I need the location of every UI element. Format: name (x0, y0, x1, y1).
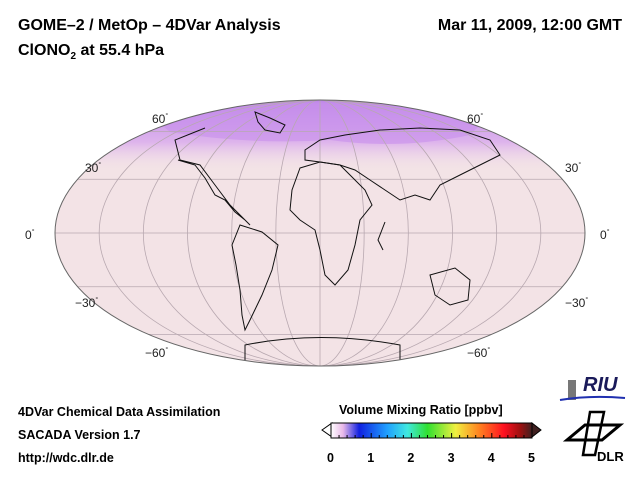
figure-title: GOME–2 / MetOp – 4DVar Analysis (18, 17, 281, 34)
latitude-label-right: 0° (600, 228, 610, 242)
graticule (55, 100, 585, 366)
colorbar-scale (330, 422, 533, 439)
degree-symbol: ° (31, 229, 35, 236)
latitude-label-right: −30° (565, 296, 588, 310)
latitude-value: −30 (565, 296, 586, 310)
degree-symbol: ° (165, 113, 169, 120)
latitude-value: 30 (85, 161, 99, 175)
degree-symbol: ° (165, 347, 169, 354)
latitude-label-left: −60° (145, 346, 168, 360)
colorbar-over-arrow (531, 421, 542, 439)
degree-symbol: ° (585, 297, 589, 304)
datetime: Mar 11, 2009, 12:00 GMT (437, 17, 622, 34)
colorbar-tick-label: 5 (528, 451, 535, 465)
colorbar-tick-label: 4 (487, 451, 495, 465)
colorbar-tick-label: 3 (447, 451, 455, 465)
latitude-value: −60 (145, 346, 166, 360)
degree-symbol: ° (578, 162, 582, 169)
dlr-logo-text: DLR (597, 449, 624, 464)
latitude-label-left: 0° (25, 228, 35, 242)
latitude-value: 0 (600, 228, 607, 242)
footer-version: SACADA Version 1.7 (18, 428, 141, 442)
pressure-level: at 55.4 hPa (76, 42, 165, 59)
colorbar-tick-label: 1 (367, 451, 375, 465)
map-border (54, 99, 586, 367)
footer-url[interactable]: http://wdc.dlr.de (18, 451, 114, 465)
colorbar-title: Volume Mixing Ratio [ppbv] (339, 403, 503, 417)
latitude-value: −60 (467, 346, 488, 360)
riu-logo (559, 380, 626, 401)
latitude-value: 0 (25, 228, 32, 242)
dlr-logo (562, 410, 625, 457)
latitude-value: 30 (565, 161, 579, 175)
species-label: ClONO2 at 55.4 hPa (18, 42, 164, 62)
latitude-label-left: −30° (75, 296, 98, 310)
latitude-label-right: −60° (467, 346, 490, 360)
coastlines (174, 111, 501, 366)
colorbar-tick-label: 2 (407, 451, 415, 465)
degree-symbol: ° (95, 297, 99, 304)
colorbar (321, 421, 542, 439)
degree-symbol: ° (487, 347, 491, 354)
latitude-label-right: 30° (565, 161, 581, 175)
latitude-value: 60 (152, 112, 166, 126)
degree-symbol: ° (606, 229, 610, 236)
riu-logo-text: RIU (583, 374, 618, 396)
footer-assimilation: 4DVar Chemical Data Assimilation (18, 405, 221, 419)
latitude-label-right: 60° (467, 112, 483, 126)
latitude-value: −30 (75, 296, 96, 310)
species-subscript: 2 (70, 51, 77, 63)
colorbar-tick-label: 0 (327, 451, 334, 465)
degree-symbol: ° (480, 113, 484, 120)
latitude-label-left: 60° (152, 112, 168, 126)
map-field (55, 100, 585, 366)
latitude-value: 60 (467, 112, 481, 126)
degree-symbol: ° (98, 162, 102, 169)
species-name: ClONO (18, 42, 71, 59)
latitude-label-left: 30° (85, 161, 101, 175)
